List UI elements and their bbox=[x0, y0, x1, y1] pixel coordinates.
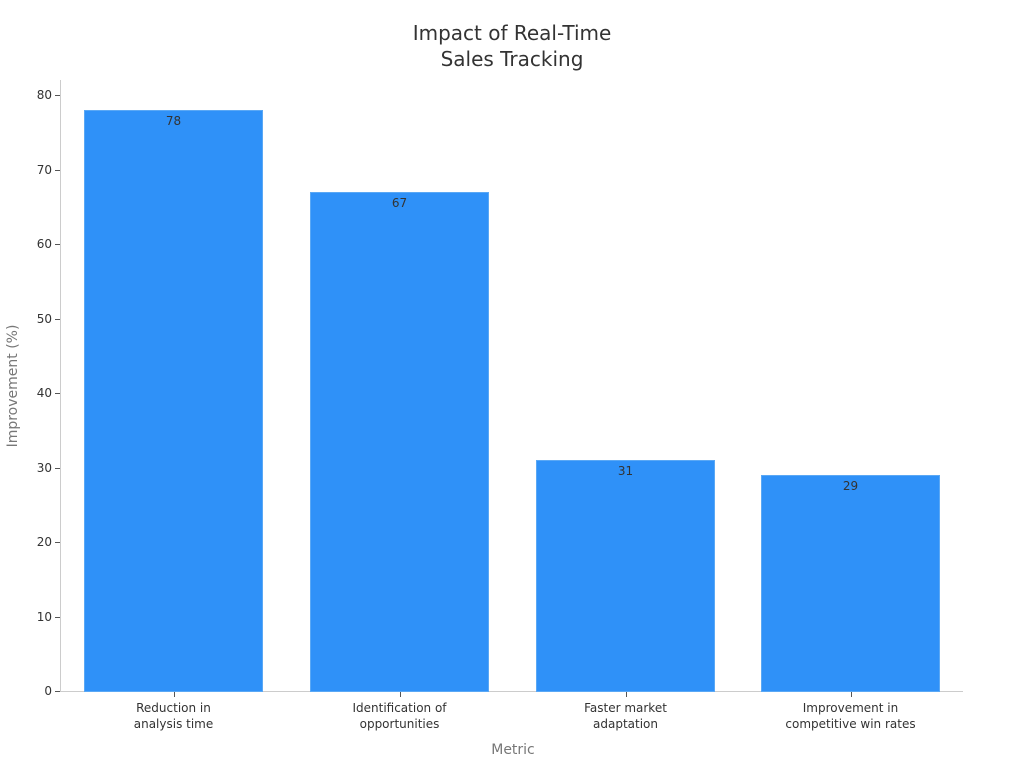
x-axis-label: Metric bbox=[491, 742, 535, 758]
x-tick-label: Faster market adaptation bbox=[584, 701, 667, 731]
x-tick-label: Reduction in analysis time bbox=[133, 701, 214, 731]
y-tick-label: 50 bbox=[36, 311, 52, 326]
y-tick-label: 30 bbox=[36, 460, 52, 475]
y-tick bbox=[55, 393, 60, 394]
x-tick-label: Identification of opportunities bbox=[352, 701, 447, 731]
y-tick bbox=[55, 467, 60, 469]
chart-title-line-2: Sales Tracking bbox=[440, 47, 584, 71]
y-tick-label: 70 bbox=[36, 162, 52, 177]
y-tick bbox=[55, 318, 60, 320]
x-tick bbox=[850, 692, 852, 697]
y-axis-label: Improvement (%) bbox=[5, 324, 21, 448]
bar bbox=[536, 460, 715, 692]
x-tick bbox=[625, 692, 627, 697]
bar bbox=[310, 191, 489, 692]
y-tick-label: 10 bbox=[36, 609, 52, 624]
y-axis-line bbox=[60, 80, 61, 692]
y-tick-label: 80 bbox=[36, 88, 52, 102]
bar bbox=[84, 109, 263, 692]
y-tick bbox=[55, 244, 60, 245]
y-tick bbox=[55, 95, 60, 96]
y-tick bbox=[55, 616, 60, 618]
x-tick bbox=[399, 692, 401, 697]
chart-title: Impact of Real-Time Sales Tracking bbox=[0, 20, 1024, 72]
y-tick-label: 20 bbox=[36, 535, 52, 549]
y-tick bbox=[55, 169, 60, 171]
y-tick-label: 60 bbox=[36, 237, 52, 251]
bar-value-label: 29 bbox=[842, 478, 859, 493]
y-tick-label: 40 bbox=[36, 386, 52, 400]
y-tick bbox=[55, 691, 60, 692]
bar bbox=[761, 474, 940, 692]
x-tick-label: Improvement in competitive win rates bbox=[785, 701, 916, 731]
chart-title-line-1: Impact of Real-Time bbox=[412, 21, 612, 45]
bar-value-label: 78 bbox=[165, 113, 182, 128]
x-axis-line bbox=[60, 691, 963, 692]
y-tick-label: 0 bbox=[44, 684, 52, 698]
bar-value-label: 67 bbox=[391, 195, 408, 210]
x-tick bbox=[173, 692, 175, 697]
y-tick bbox=[55, 542, 60, 543]
bar-value-label: 31 bbox=[617, 464, 634, 479]
